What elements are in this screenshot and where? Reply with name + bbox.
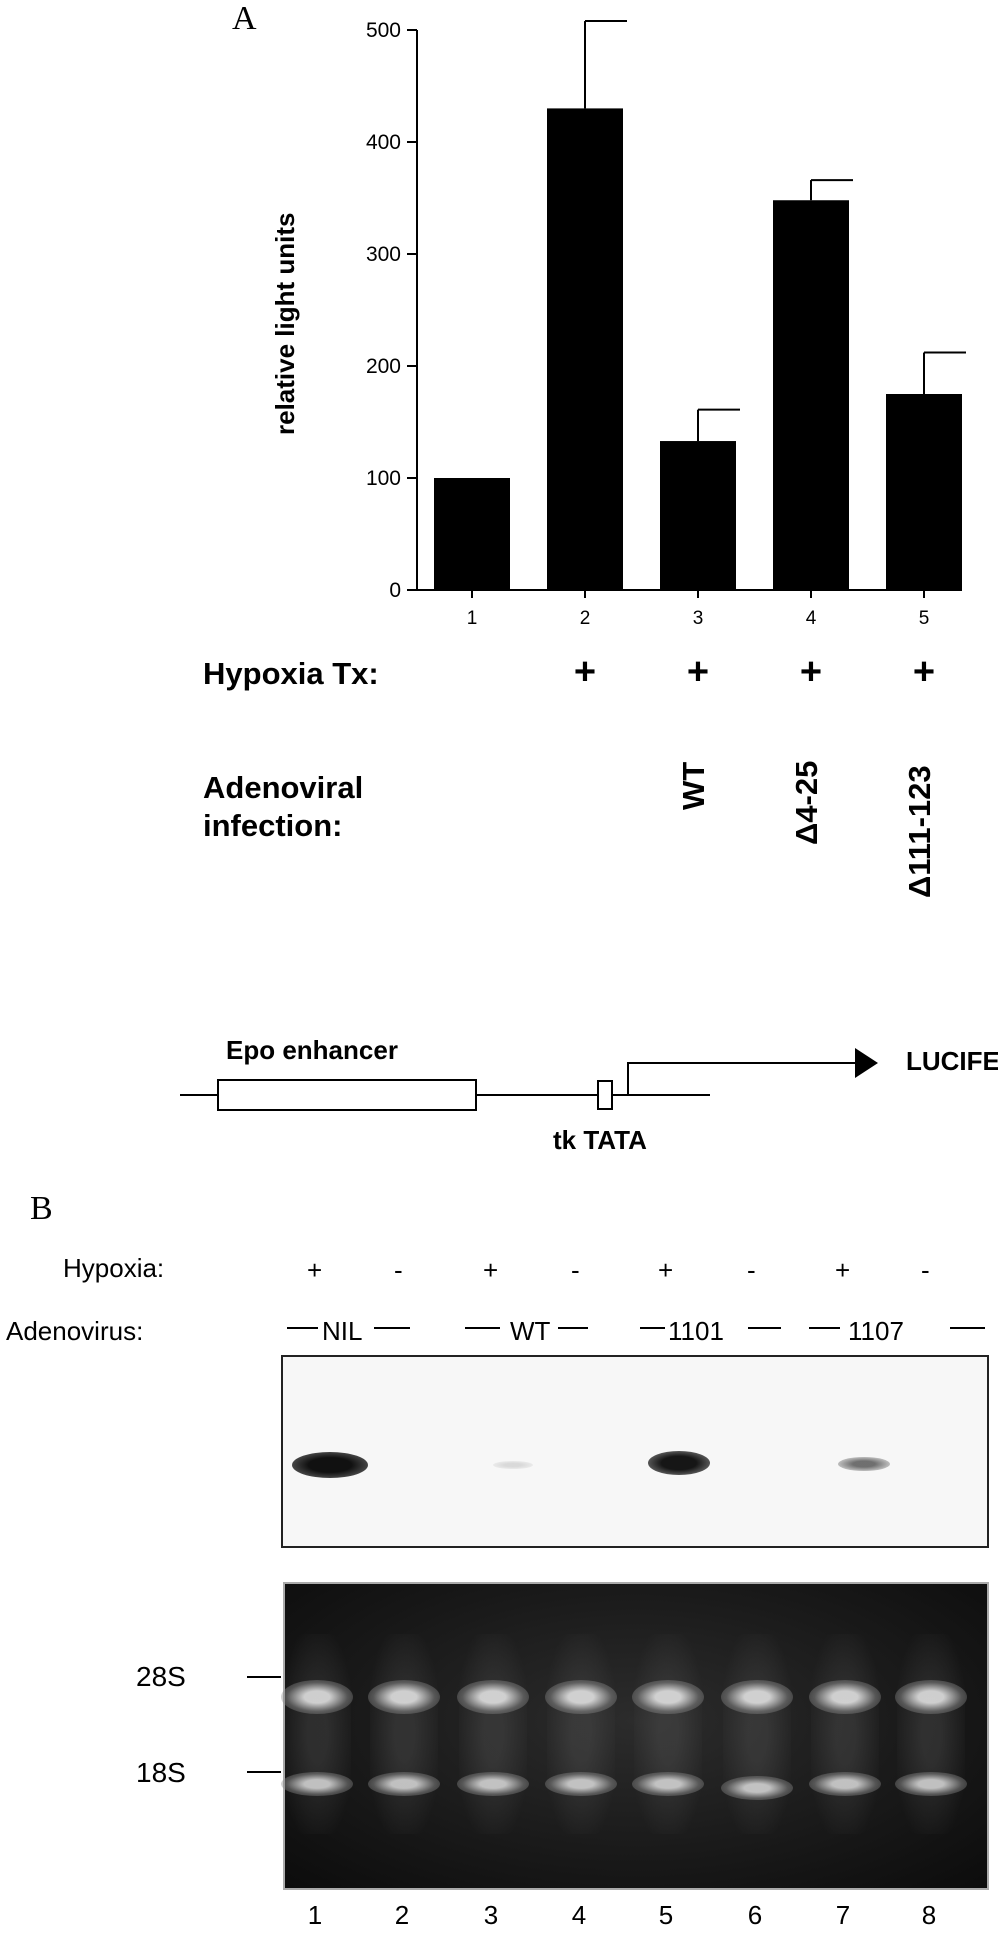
x-tick-label: 3 [693,608,704,629]
blot-hypoxia-mark-8: - [921,1255,930,1285]
bar-2 [547,108,623,591]
x-tick-label: 2 [580,608,591,629]
luciferase-label: LUCIFERASE [906,1046,998,1076]
rrna-28s-band-lane-7 [809,1680,881,1714]
blot-band-lane-1 [292,1452,368,1478]
bar-3 [660,441,736,590]
bar-chart: 0 100 200 300 400 500 1 2 3 4 5 [366,19,966,629]
rrna-28s-band-lane-6 [721,1680,793,1714]
panel-b-label: B [30,1190,53,1227]
rrna-18s-band-lane-4 [545,1772,617,1796]
lane-number-1: 1 [307,1900,323,1930]
y-tick-label: 400 [366,131,401,154]
lane-number-7: 7 [835,1900,851,1930]
adenovirus-1107-label: 1107 [848,1316,904,1346]
hypoxia-tx-label: Hypoxia Tx: [203,656,379,691]
adenoviral-label-line1: Adenoviral [203,770,364,805]
rrna-smear-lane-5 [634,1634,702,1834]
rrna-28s-band-lane-8 [895,1680,967,1714]
lane-number-8: 8 [921,1900,937,1930]
bar-5 [886,394,962,590]
transcription-start-arrow [627,1062,855,1095]
blot-hypoxia-mark-4: - [571,1255,580,1285]
bar-1 [434,478,510,590]
bar-4 [773,200,849,591]
rrna-28s-band-lane-5 [632,1680,704,1714]
lane-number-3: 3 [483,1900,499,1930]
rrna-18s-band-lane-7 [809,1772,881,1796]
adenoviral-wt-label: WT [676,761,711,810]
adenovirus-row-label: Adenovirus: [6,1316,144,1346]
rrna-18s-band-lane-6 [721,1776,793,1800]
arrow-head-icon [855,1048,878,1078]
lane-number-4: 4 [571,1900,587,1930]
y-tick-label: 200 [366,355,401,378]
adenovirus-wt-label: WT [510,1316,551,1346]
hypoxia-tx-mark-2: + [573,651,597,693]
blot-hypoxia-mark-5: + [658,1255,674,1285]
adenovirus-nil-label: NIL [322,1316,363,1346]
epo-enhancer-box [217,1079,477,1111]
adenoviral-d4-25-label: Δ4-25 [789,760,824,845]
adenovirus-1101-label: 1101 [668,1316,724,1346]
hypoxia-tx-mark-5: + [912,651,936,693]
rrna-smear-lane-7 [811,1634,879,1834]
blot-band-lane-5 [648,1451,710,1475]
rrna-smear-lane-6 [723,1634,791,1834]
marker-ticks [247,1676,281,1773]
x-tick-label: 5 [919,608,930,629]
blot-hypoxia-mark-7: + [835,1255,851,1285]
blot-band-lane-3 [493,1461,533,1469]
adenoviral-label-line2: infection: [203,808,343,843]
rrna-28s-band-lane-4 [545,1680,617,1714]
lane-number-6: 6 [747,1900,763,1930]
y-tick-label: 0 [389,579,401,602]
rrna-smear-lane-4 [547,1634,615,1834]
panel-a-label: A [232,0,257,37]
reporter-construct-diagram [180,1048,878,1111]
lane-number-2: 2 [394,1900,410,1930]
rrna-18s-band-lane-1 [281,1772,353,1796]
x-tick-label: 4 [806,608,817,629]
blot-hypoxia-mark-1: + [307,1255,323,1285]
rrna-28s-band-lane-1 [281,1680,353,1714]
rrna-smear-lane-3 [459,1634,527,1834]
hypoxia-tx-mark-3: + [686,651,710,693]
y-tick-label: 500 [366,19,401,42]
rrna-18s-band-lane-5 [632,1772,704,1796]
lane-number-5: 5 [658,1900,674,1930]
blot-hypoxia-mark-2: - [394,1255,403,1285]
tk-tata-label: tk TATA [553,1125,647,1155]
marker-18s-label: 18S [136,1757,186,1788]
epo-enhancer-label: Epo enhancer [226,1035,398,1065]
y-axis-label: relative light units [270,212,300,436]
rrna-28s-band-lane-3 [457,1680,529,1714]
northern-blot-luciferase [281,1355,989,1548]
rrna-smear-lane-1 [283,1634,351,1834]
rrna-18s-band-lane-8 [895,1772,967,1796]
rrna-18s-band-lane-3 [457,1772,529,1796]
blot-hypoxia-mark-3: + [483,1255,499,1285]
marker-28s-label: 28S [136,1661,186,1692]
hypoxia-tx-mark-4: + [799,651,823,693]
tk-tata-box [597,1080,613,1110]
rrna-smear-lane-8 [897,1634,965,1834]
hypoxia-row-label: Hypoxia: [63,1253,165,1283]
y-tick-label: 300 [366,243,401,266]
blot-hypoxia-mark-6: - [747,1255,756,1285]
rrna-18s-band-lane-2 [368,1772,440,1796]
blot-band-lane-7 [838,1457,890,1471]
rrna-smear-lane-2 [370,1634,438,1834]
y-tick-label: 100 [366,467,401,490]
adenoviral-d111-123-label: Δ111-123 [902,765,937,898]
rrna-28s-band-lane-2 [368,1680,440,1714]
rrna-gel [281,1582,989,1890]
adenovirus-dash-lines [287,1327,985,1329]
x-tick-label: 1 [467,608,478,629]
